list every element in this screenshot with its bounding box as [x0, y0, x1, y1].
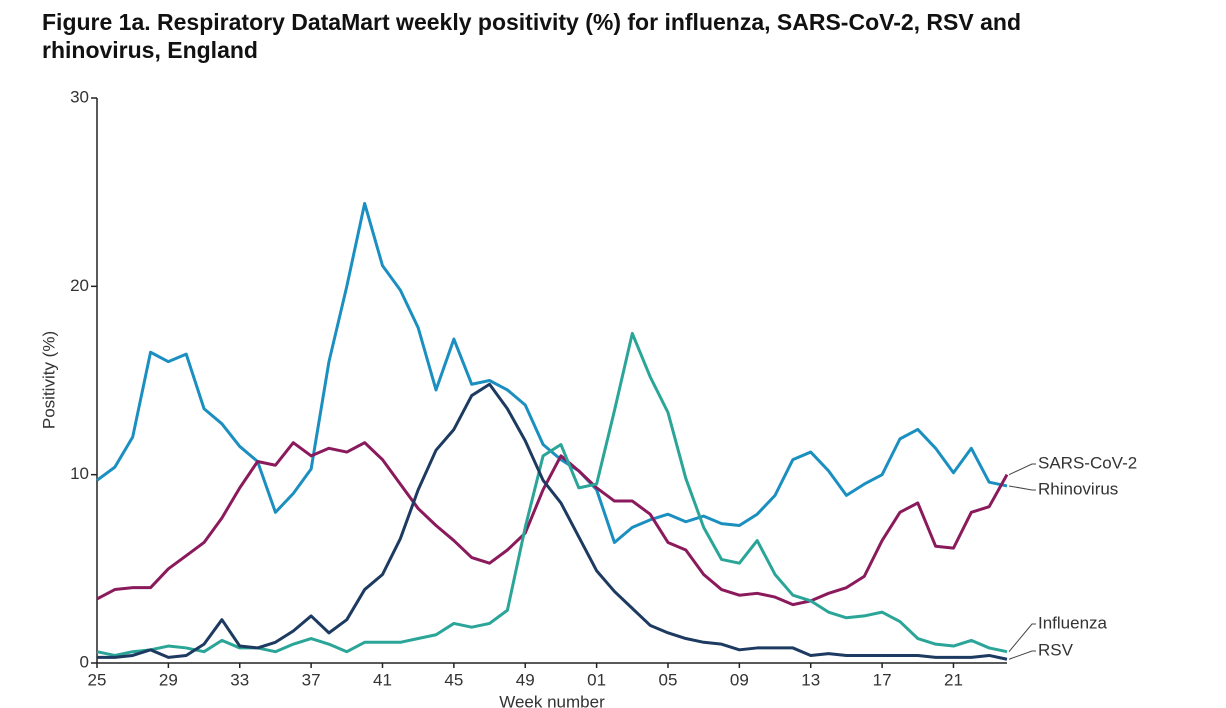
legend-label: Influenza — [1038, 613, 1108, 632]
x-tick-label: 09 — [730, 670, 749, 689]
line-series — [96, 441, 1009, 607]
x-tick-label: 29 — [159, 670, 178, 689]
leader-line — [1008, 623, 1036, 653]
x-tick-label: 33 — [230, 670, 249, 689]
y-axis-label: Positivity (%) — [39, 331, 58, 429]
line-series — [96, 201, 1008, 544]
line-series — [97, 382, 1008, 661]
x-axis-label: Week number — [499, 692, 605, 708]
leader-line — [1008, 650, 1036, 660]
legend-label: Rhinovirus — [1038, 479, 1118, 498]
line-series — [96, 331, 1008, 657]
x-tick-label: 17 — [873, 670, 892, 689]
x-tick-label: 21 — [944, 670, 963, 689]
y-tick-label: 10 — [70, 464, 89, 483]
chart-title: Figure 1a. Respiratory DataMart weekly p… — [42, 9, 1021, 63]
x-tick-label: 13 — [801, 670, 820, 689]
x-tick-label: 25 — [88, 670, 107, 689]
y-tick-label: 20 — [70, 276, 89, 295]
leader-line — [1008, 463, 1036, 476]
x-tick-label: 05 — [659, 670, 678, 689]
legend-label: SARS-CoV-2 — [1038, 453, 1137, 472]
x-tick-label: 41 — [373, 670, 392, 689]
x-tick-label: 01 — [587, 670, 606, 689]
y-tick-label: 0 — [80, 652, 89, 671]
x-tick-label: 49 — [516, 670, 535, 689]
x-tick-label: 45 — [444, 670, 463, 689]
x-tick-label: 37 — [302, 670, 321, 689]
leader-line — [1008, 485, 1036, 491]
legend-label: RSV — [1038, 640, 1074, 659]
y-tick-label: 30 — [70, 87, 89, 106]
